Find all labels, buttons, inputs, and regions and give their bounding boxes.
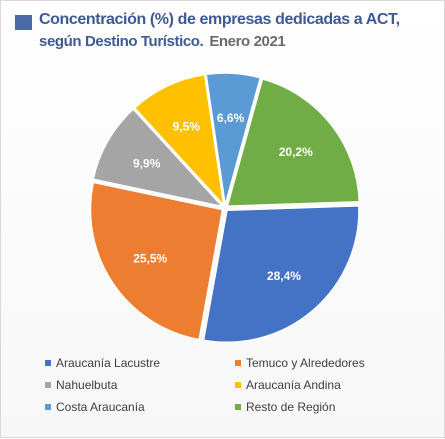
pie-slice-araucanía-lacustre — [202, 205, 360, 343]
data-label: 28,4% — [267, 269, 301, 283]
chart-title-line2: según Destino Turístico. Enero 2021 — [39, 33, 286, 50]
title-marker — [15, 15, 32, 30]
pie-slice-costa-araucanía — [205, 72, 262, 206]
chart-title-date: Enero 2021 — [209, 33, 286, 50]
pie-slice-resto-de-región — [226, 77, 361, 207]
data-label: 20,2% — [279, 145, 313, 159]
data-label: 25,5% — [133, 251, 167, 265]
data-label: 9,9% — [133, 156, 161, 170]
pie-slice-temuco-y-alrededores — [89, 181, 224, 341]
data-label: 6,6% — [217, 111, 245, 125]
pie-slice-nahuelbuta — [92, 108, 225, 208]
data-label: 9,5% — [173, 120, 201, 134]
chart-title-line2-text: según Destino Turístico. — [39, 33, 204, 50]
chart-title-line1: Concentración (%) de empresas dedicadas … — [39, 11, 400, 28]
pie-slice-araucanía-andina — [133, 73, 225, 208]
